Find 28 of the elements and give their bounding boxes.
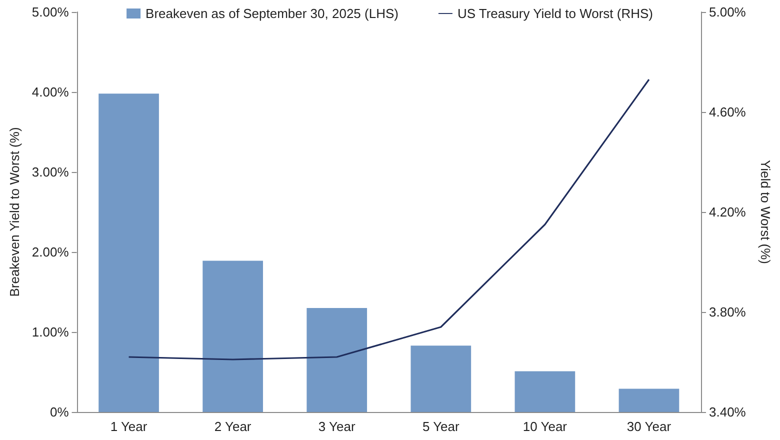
x-tick-label: 1 Year: [110, 419, 148, 434]
x-tick-label: 5 Year: [422, 419, 460, 434]
y2-tick-label: 3.40%: [709, 404, 746, 420]
y-tick-label: 4.00%: [32, 84, 70, 100]
y-tick-label: 1.00%: [32, 324, 70, 340]
bar: [306, 308, 368, 412]
y-axis-title: Breakeven Yield to Worst (%): [7, 127, 22, 297]
y2-tick-label: 4.20%: [709, 204, 746, 220]
x-tick-label: 10 Year: [522, 419, 568, 434]
x-tick-label: 3 Year: [318, 419, 356, 434]
y-tick-label: 0%: [50, 404, 70, 420]
x-tick-label: 2 Year: [214, 419, 252, 434]
bar: [202, 260, 263, 412]
legend-label: Breakeven as of September 30, 2025 (LHS): [146, 6, 398, 21]
y-tick-label: 3.00%: [32, 164, 70, 180]
y2-tick-label: 3.80%: [709, 304, 746, 320]
legend-label: US Treasury Yield to Worst (RHS): [457, 6, 654, 21]
bar: [618, 388, 680, 412]
x-tick-label: 30 Year: [626, 419, 672, 434]
y-tick-label: 2.00%: [32, 244, 70, 260]
y2-axis-title: Yield to Worst (%): [758, 160, 773, 264]
bar: [410, 346, 472, 412]
bar: [98, 94, 159, 412]
y2-tick-label: 5.00%: [709, 4, 746, 20]
bar: [514, 371, 576, 412]
line-series: [128, 78, 650, 360]
y-tick-label: 5.00%: [32, 4, 70, 20]
y2-tick-label: 4.60%: [709, 104, 746, 120]
